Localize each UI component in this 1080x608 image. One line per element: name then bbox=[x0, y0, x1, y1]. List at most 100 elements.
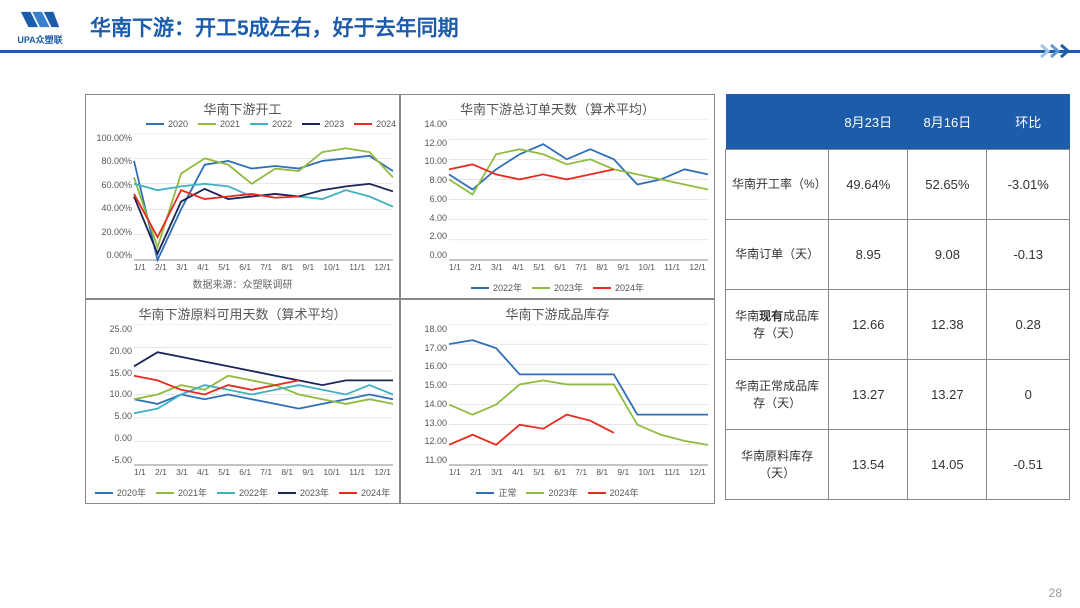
chart-legend: 正常 2023年 2024年 bbox=[401, 486, 714, 499]
legend-swatch bbox=[250, 123, 268, 125]
chart-legend: 2022年 2023年 2024年 bbox=[401, 281, 714, 294]
chart-title: 华南下游成品库存 bbox=[401, 300, 714, 325]
legend-swatch bbox=[476, 492, 494, 494]
cell-v1: 49.64% bbox=[829, 150, 908, 220]
legend-swatch bbox=[588, 492, 606, 494]
legend-swatch bbox=[217, 492, 235, 494]
row-label: 华南正常成品库存（天） bbox=[726, 360, 829, 430]
row-label: 华南开工率（%） bbox=[726, 150, 829, 220]
legend-item: 2023 bbox=[302, 119, 344, 129]
legend-swatch bbox=[156, 492, 174, 494]
legend-label: 2023 bbox=[324, 119, 344, 129]
chart-title: 华南下游总订单天数（算术平均） bbox=[401, 95, 714, 120]
table-row: 华南订单（天）8.959.08-0.13 bbox=[726, 220, 1070, 290]
legend-item: 2022年 bbox=[471, 281, 522, 294]
header: UPA众塑联 华南下游：开工5成左右，好于去年同期 bbox=[0, 0, 1080, 46]
legend-swatch bbox=[471, 287, 489, 289]
legend-swatch bbox=[198, 123, 216, 125]
x-axis-labels: 1/12/13/14/15/16/17/18/19/110/111/112/1 bbox=[134, 467, 391, 477]
chart-legend: 2020年 2021年 2022年 2023年 2024年 bbox=[86, 486, 399, 499]
cell-v2: 13.27 bbox=[908, 360, 987, 430]
legend-item: 2023年 bbox=[532, 281, 583, 294]
page-title: 华南下游：开工5成左右，好于去年同期 bbox=[90, 12, 1060, 42]
table-head: 8月23日8月16日环比 bbox=[726, 94, 1070, 150]
data-table: 8月23日8月16日环比 华南开工率（%）49.64%52.65%-3.01%华… bbox=[725, 94, 1070, 500]
table-header-cell: 8月16日 bbox=[908, 94, 987, 150]
legend-swatch bbox=[339, 492, 357, 494]
legend-label: 2021 bbox=[220, 119, 240, 129]
legend-label: 2022年 bbox=[239, 486, 268, 499]
legend-swatch bbox=[278, 492, 296, 494]
chart-title: 华南下游原料可用天数（算术平均） bbox=[86, 300, 399, 325]
legend-swatch bbox=[526, 492, 544, 494]
x-axis-labels: 1/12/13/14/15/16/17/18/19/110/111/112/1 bbox=[134, 262, 391, 272]
table-body: 华南开工率（%）49.64%52.65%-3.01%华南订单（天）8.959.0… bbox=[726, 150, 1070, 500]
legend-label: 2021年 bbox=[178, 486, 207, 499]
table-row: 华南现有成品库存（天）12.6612.380.28 bbox=[726, 290, 1070, 360]
chevrons-icon bbox=[1042, 44, 1072, 58]
legend-swatch bbox=[95, 492, 113, 494]
legend-label: 2024 bbox=[376, 119, 396, 129]
legend-label: 2024年 bbox=[610, 486, 639, 499]
divider-row bbox=[0, 50, 1080, 64]
chart-title: 华南下游开工 bbox=[86, 95, 399, 120]
x-axis-labels: 1/12/13/14/15/16/17/18/19/110/111/112/1 bbox=[449, 467, 706, 477]
charts-grid: 华南下游开工100.00%80.00%60.00%40.00%20.00%0.0… bbox=[85, 94, 715, 504]
legend-item: 2022 bbox=[250, 119, 292, 129]
table-row: 华南原料库存（天）13.5414.05-0.51 bbox=[726, 430, 1070, 500]
cell-delta: -0.13 bbox=[987, 220, 1070, 290]
logo: UPA众塑联 bbox=[10, 8, 70, 46]
chart-plot bbox=[86, 133, 401, 264]
legend-label: 2020 bbox=[168, 119, 188, 129]
chart-legend: 2020 2021 2022 2023 2024 bbox=[146, 119, 396, 129]
page-number: 28 bbox=[1049, 586, 1062, 600]
chart-c2: 华南下游总订单天数（算术平均）14.0012.0010.008.006.004.… bbox=[400, 94, 715, 299]
legend-label: 2023年 bbox=[554, 281, 583, 294]
cell-delta: 0.28 bbox=[987, 290, 1070, 360]
cell-v2: 14.05 bbox=[908, 430, 987, 500]
cell-v1: 13.54 bbox=[829, 430, 908, 500]
chart-c1: 华南下游开工100.00%80.00%60.00%40.00%20.00%0.0… bbox=[85, 94, 400, 299]
table-header-cell: 环比 bbox=[987, 94, 1070, 150]
row-label: 华南现有成品库存（天） bbox=[726, 290, 829, 360]
chart-c4: 华南下游成品库存18.0017.0016.0015.0014.0013.0012… bbox=[400, 299, 715, 504]
table-header-row: 8月23日8月16日环比 bbox=[726, 94, 1070, 150]
legend-label: 2023年 bbox=[548, 486, 577, 499]
chart-plot bbox=[86, 324, 401, 469]
content: 华南下游开工100.00%80.00%60.00%40.00%20.00%0.0… bbox=[0, 64, 1080, 504]
table-header-cell bbox=[726, 94, 829, 150]
legend-swatch bbox=[532, 287, 550, 289]
legend-swatch bbox=[302, 123, 320, 125]
chart-plot bbox=[401, 324, 716, 469]
legend-item: 2021年 bbox=[156, 486, 207, 499]
title-wrap: 华南下游：开工5成左右，好于去年同期 bbox=[90, 12, 1060, 42]
legend-label: 2023年 bbox=[300, 486, 329, 499]
legend-label: 正常 bbox=[498, 486, 516, 499]
legend-item: 2024 bbox=[354, 119, 396, 129]
x-axis-labels: 1/12/13/14/15/16/17/18/19/110/111/112/1 bbox=[449, 262, 706, 272]
chart-c3: 华南下游原料可用天数（算术平均）25.0020.0015.0010.005.00… bbox=[85, 299, 400, 504]
chart-plot bbox=[401, 119, 716, 264]
legend-item: 2024年 bbox=[593, 281, 644, 294]
legend-label: 2024年 bbox=[615, 281, 644, 294]
cell-v1: 8.95 bbox=[829, 220, 908, 290]
cell-v2: 9.08 bbox=[908, 220, 987, 290]
cell-v1: 12.66 bbox=[829, 290, 908, 360]
cell-v1: 13.27 bbox=[829, 360, 908, 430]
legend-item: 2020 bbox=[146, 119, 188, 129]
cell-delta: -3.01% bbox=[987, 150, 1070, 220]
logo-text: UPA众塑联 bbox=[17, 33, 62, 46]
table-row: 华南开工率（%）49.64%52.65%-3.01% bbox=[726, 150, 1070, 220]
legend-swatch bbox=[593, 287, 611, 289]
legend-item: 2023年 bbox=[526, 486, 577, 499]
table-row: 华南正常成品库存（天）13.2713.270 bbox=[726, 360, 1070, 430]
legend-item: 2024年 bbox=[339, 486, 390, 499]
legend-item: 2020年 bbox=[95, 486, 146, 499]
legend-label: 2022年 bbox=[493, 281, 522, 294]
chart-subtitle: 数据来源：众塑联调研 bbox=[86, 274, 399, 291]
legend-item: 2023年 bbox=[278, 486, 329, 499]
cell-v2: 52.65% bbox=[908, 150, 987, 220]
cell-delta: 0 bbox=[987, 360, 1070, 430]
logo-icon bbox=[18, 8, 62, 31]
legend-item: 2022年 bbox=[217, 486, 268, 499]
